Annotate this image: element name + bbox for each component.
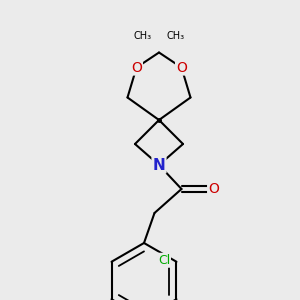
Text: N: N [153,158,165,172]
Text: O: O [176,61,187,74]
Text: Cl: Cl [158,254,170,267]
Text: O: O [208,182,219,196]
Text: CH₃: CH₃ [167,31,184,41]
Text: O: O [131,61,142,74]
Text: CH₃: CH₃ [134,31,152,41]
